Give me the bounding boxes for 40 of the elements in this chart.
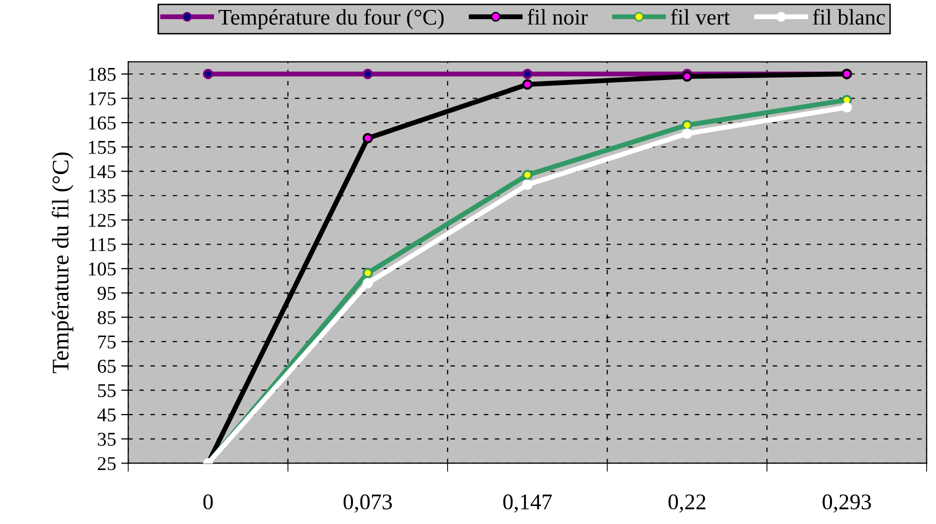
legend-label: Température du four (°C): [218, 8, 444, 30]
x-tick-label: 0,147: [503, 494, 552, 513]
y-tick-label: 65: [98, 360, 116, 373]
y-tick-label: 75: [98, 336, 116, 349]
point: [522, 68, 533, 80]
y-tick-label: 95: [98, 286, 116, 300]
x-tick-label: 0: [203, 494, 213, 510]
point: [842, 102, 852, 113]
y-tick-label: 155: [88, 140, 116, 154]
y-axis-title: Température du fil (°C): [52, 152, 74, 374]
legend-label: fil noir: [528, 8, 588, 25]
point: [682, 120, 692, 130]
y-tick-label: 165: [88, 116, 116, 130]
y-tick-label: 125: [88, 214, 116, 227]
x-tick-label: 0,22: [668, 494, 706, 513]
y-tick-label: 175: [88, 92, 116, 106]
point: [522, 170, 533, 180]
x-tick-label: 0,293: [822, 494, 871, 513]
legend-label: fil vert: [670, 8, 730, 25]
legend-label: fil blanc: [812, 8, 885, 25]
x-tick-label: 0,073: [344, 494, 392, 513]
point: [682, 128, 692, 139]
y-tick-label: 135: [88, 189, 116, 203]
point: [362, 133, 373, 144]
y-tick-label: 55: [98, 384, 116, 398]
point: [362, 268, 373, 278]
y-tick-label: 105: [88, 262, 116, 276]
y-tick-label: 25: [98, 457, 116, 470]
point: [522, 179, 533, 190]
y-tick-label: 35: [98, 432, 116, 446]
y-tick-label: 115: [90, 238, 116, 252]
point: [202, 68, 214, 80]
point: [522, 79, 533, 90]
y-tick-label: 85: [98, 311, 116, 324]
y-tick-label: 185: [88, 68, 116, 81]
y-tick-label: 45: [97, 408, 116, 422]
point: [362, 68, 373, 80]
point: [362, 278, 373, 288]
y-tick-label: 145: [88, 165, 116, 178]
point: [682, 71, 692, 82]
